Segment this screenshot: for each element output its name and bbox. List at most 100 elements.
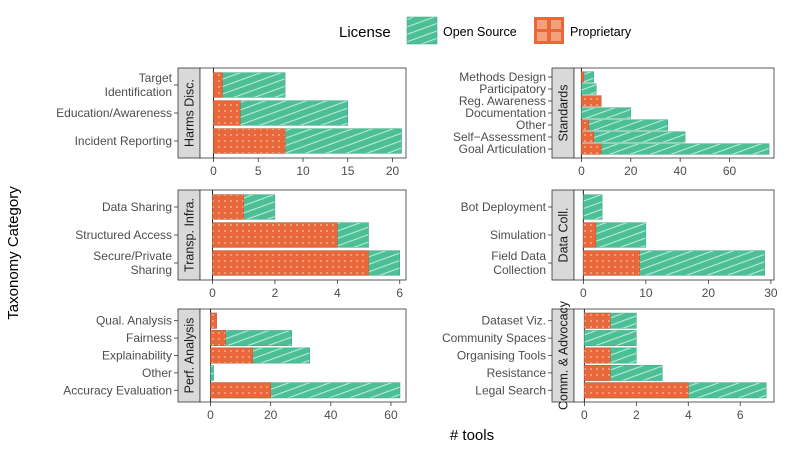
panel-border [573,189,775,281]
strip-label: Perf. Analysis [183,318,197,394]
strip-label: Transp. Infra. [183,198,197,272]
bar-open-source [210,364,214,381]
bar-proprietary [584,364,611,381]
bars [583,194,765,276]
category-label: Participatory [479,82,546,96]
panel-1: Standards Methods DesignParticipatoryReg.… [453,67,775,178]
bar-open-source [584,330,637,347]
bar-open-source [581,143,770,155]
x-tick-label: 20 [264,408,278,422]
category-label: Incident Reporting [75,134,172,148]
x-tick-label: 4 [685,408,692,422]
strip-label: Standards [557,85,571,142]
x-tick-label: 40 [673,164,687,178]
bar-proprietary [581,95,602,107]
bar-proprietary [581,71,585,83]
category-label: Field Data Collection [491,249,546,277]
category-label: Goal Articulation [459,142,546,156]
panel-2: Transp. Infra. Data Sharing Structured Acc… [75,189,407,300]
bar-open-source [213,72,286,98]
legend-label-open-source: Open Source [443,25,517,39]
bar-proprietary [210,382,271,399]
category-label: Dataset Viz. [482,314,546,328]
bar-proprietary [210,347,253,364]
bar-open-source [581,107,632,119]
x-tick-label: 40 [324,408,338,422]
bar-proprietary [213,128,286,154]
category-label: Community Spaces [442,331,546,345]
x-tick-label: 10 [639,286,653,300]
panel-4: Perf. Analysis Qual. Analysis Fairness Expl… [63,308,407,422]
bar-proprietary [210,312,217,329]
category-label: Secure/Private Sharing [93,249,172,277]
legend-title: License [339,24,391,41]
bar-proprietary [581,143,602,155]
category-label: Self−Assessment [453,130,547,144]
bar-proprietary [210,330,226,347]
panel-border [199,189,407,281]
category-label: Documentation [465,106,546,120]
bar-proprietary [581,119,590,131]
panel-border [573,308,775,403]
x-tick-label: 15 [341,164,355,178]
x-tick-label: 6 [396,286,403,300]
category-label: Data Sharing [102,200,172,214]
x-tick-label: 30 [764,286,778,300]
bar-open-source [581,83,597,95]
panel-5: Comm. & Advocacy Dataset Viz. Community Sp… [442,300,775,422]
category-label: Target Identification [105,71,173,99]
bar-proprietary [213,72,223,98]
category-label: Simulation [490,228,546,242]
x-tick-label: 5 [255,164,262,178]
bars [213,72,402,154]
x-tick-label: 20 [702,286,716,300]
x-tick-label: 2 [272,286,279,300]
bar-proprietary [584,347,611,364]
panel-border [199,308,407,403]
x-tick-label: 0 [581,408,588,422]
legend-key-proprietary [534,17,564,44]
x-tick-label: 0 [207,408,214,422]
x-tick-label: 0 [209,286,216,300]
bar-proprietary [212,250,369,276]
x-tick-label: 0 [580,286,587,300]
x-tick-label: 10 [296,164,310,178]
strip-label: Harms Disc. [183,79,197,147]
x-tick-label: 6 [737,408,744,422]
bars [584,312,767,399]
bar-proprietary [583,222,597,248]
legend-label-proprietary: Proprietary [570,25,632,39]
category-label: Other [142,366,172,380]
category-label: Accuracy Evaluation [63,383,172,397]
category-label: Education/Awareness [56,106,172,120]
category-label: Bot Deployment [461,200,547,214]
bar-proprietary [213,100,241,126]
category-label: Structured Access [75,228,172,242]
bar-proprietary [584,382,689,399]
category-label: Fairness [126,331,172,345]
panel-border [573,67,775,159]
x-tick-label: 20 [386,164,400,178]
y-axis-title: Taxonomy Category [5,186,22,320]
category-label: Reg. Awareness [459,94,546,108]
x-tick-label: 4 [334,286,341,300]
legend: License Open Source Proprietary [339,16,632,45]
panel-0: Harms Disc. Target Identification Education… [56,67,407,178]
category-label: Legal Search [475,383,546,397]
panels: Harms Disc. Target Identification Education… [56,67,778,422]
category-label: Explainability [102,349,172,363]
legend-key-open-source [406,16,438,45]
bar-open-source [581,131,686,143]
x-axis-title: # tools [450,427,494,444]
strip-label: Comm. & Advocacy [557,300,571,410]
category-label: Resistance [487,366,547,380]
x-tick-label: 60 [723,164,737,178]
x-tick-label: 20 [624,164,638,178]
x-tick-label: 0 [578,164,585,178]
category-label: Qual. Analysis [96,314,172,328]
bar-proprietary [584,312,611,329]
category-label: Methods Design [459,70,546,84]
category-label: Other [516,118,546,132]
bar-proprietary [212,194,244,220]
strip-label: Data Coll. [557,208,571,263]
